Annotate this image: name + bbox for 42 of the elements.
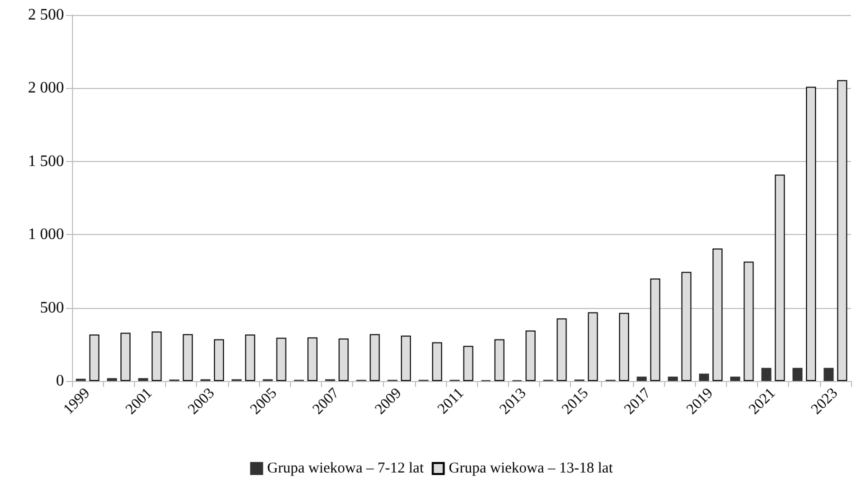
y-tick-label: 2 500 (28, 6, 64, 24)
x-tick-label: 2021 (746, 385, 779, 418)
bar (699, 374, 710, 381)
bar (214, 339, 224, 381)
bar (824, 368, 834, 381)
bar (89, 334, 100, 381)
bar (400, 336, 411, 381)
y-tick-label: 1 500 (28, 152, 64, 170)
bar (837, 80, 848, 381)
bar (650, 278, 660, 381)
legend-label: Grupa wiekowa – 13-18 lat (448, 460, 614, 476)
bar (463, 346, 474, 381)
y-tick-label: 1 000 (28, 226, 64, 244)
x-tick-label: 2011 (435, 385, 468, 418)
bar (338, 338, 349, 381)
bar (730, 376, 740, 381)
bar (245, 334, 256, 381)
legend-label: Grupa wiekowa – 7-12 lat (267, 460, 425, 476)
bar (432, 342, 442, 381)
bar (619, 312, 630, 381)
bar (494, 339, 504, 381)
bar (806, 86, 816, 381)
bar (774, 174, 785, 381)
bar (792, 368, 803, 381)
x-tick-label: 2001 (123, 385, 156, 418)
bar (681, 272, 692, 381)
bar (744, 262, 754, 381)
bar (761, 368, 772, 381)
y-tick-label: 2 000 (28, 80, 64, 97)
bar (182, 334, 193, 381)
bar (588, 312, 598, 381)
bar (276, 338, 286, 381)
bar (526, 330, 536, 381)
bar (556, 318, 567, 381)
y-tick-label: 500 (40, 299, 64, 316)
bar (120, 332, 130, 381)
bar (370, 334, 380, 381)
bar (668, 376, 678, 381)
bar (712, 248, 723, 381)
bar (636, 376, 647, 381)
bar (152, 332, 162, 381)
bar (307, 337, 318, 381)
